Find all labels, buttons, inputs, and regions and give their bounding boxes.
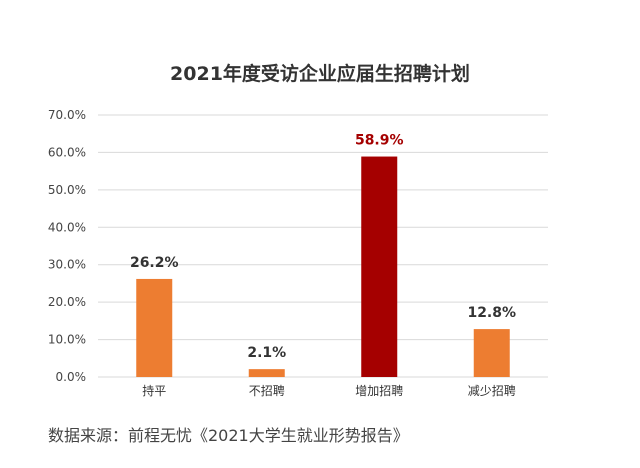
gridlines	[98, 114, 548, 378]
bar	[361, 156, 398, 377]
y-tick-label: 50.0%	[48, 183, 86, 197]
y-tick-label: 40.0%	[48, 220, 86, 234]
y-tick-label: 60.0%	[48, 145, 86, 159]
bars	[136, 156, 510, 377]
y-tick-label: 0.0%	[56, 370, 87, 384]
y-tick-label: 30.0%	[48, 258, 86, 272]
x-axis-categories: 持平 不招聘 增加招聘 减少招聘	[142, 383, 516, 398]
y-axis-ticks: 0.0% 10.0% 20.0% 30.0% 40.0% 50.0% 60.0% 70.0%	[48, 108, 86, 384]
bar	[248, 369, 285, 377]
y-tick-label: 70.0%	[48, 108, 86, 122]
chart-title: 2021年度受访企业应届生招聘计划	[170, 62, 470, 85]
category-label: 持平	[142, 383, 166, 398]
data-label: 12.8%	[467, 305, 516, 321]
category-label: 不招聘	[249, 384, 285, 398]
data-label: 2.1%	[247, 345, 286, 361]
y-tick-label: 10.0%	[48, 333, 86, 347]
category-label: 减少招聘	[468, 384, 516, 398]
source-note: 数据来源：前程无忧《2021大学生就业形势报告》	[48, 426, 409, 445]
data-labels: 26.2% 2.1% 58.9% 12.8%	[130, 133, 516, 362]
y-tick-label: 20.0%	[48, 295, 86, 309]
bar	[136, 278, 173, 377]
data-label: 58.9%	[355, 133, 404, 149]
category-label: 增加招聘	[355, 384, 403, 398]
bar	[473, 329, 510, 377]
data-label: 26.2%	[130, 255, 179, 271]
